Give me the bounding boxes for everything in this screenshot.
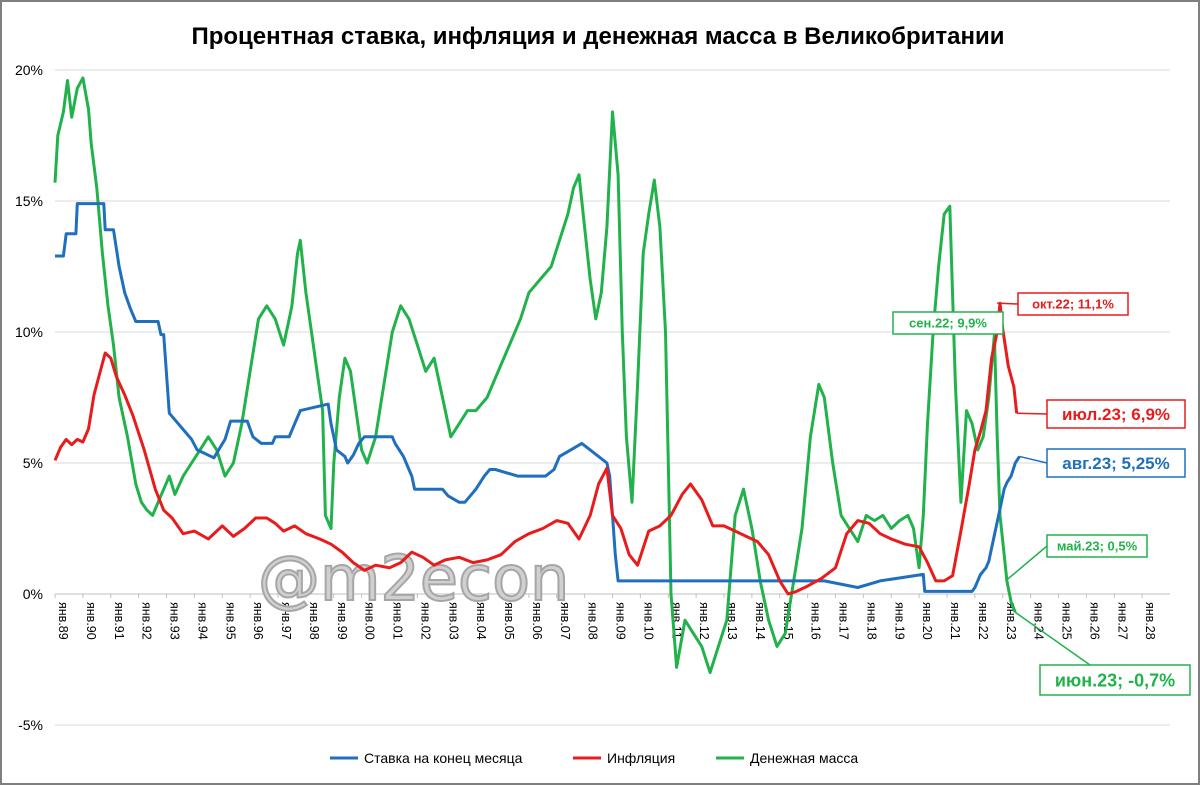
x-tick-label: янв.99 [335, 602, 349, 640]
x-tick-label: янв.18 [864, 602, 878, 640]
x-tick-label: янв.14 [753, 602, 767, 640]
legend: Ставка на конец месяца Инфляция Денежная м… [330, 750, 858, 766]
x-tick-label: янв.92 [140, 602, 154, 640]
annotations: окт.22; 11,1% сен.22; 9,9% июл.23; 6,9% авг… [892, 292, 1191, 696]
y-tick-label: 0% [23, 586, 43, 602]
gridlines [55, 69, 1170, 726]
x-axis-ticks: янв.89 янв.90 янв.91 янв.92 янв.93 янв.94 янв.… [54, 594, 1157, 640]
x-tick-label: янв.91 [112, 602, 126, 640]
y-axis-ticks: -5% 0% 5% 10% 15% 20% [15, 62, 43, 733]
y-tick-label: -5% [18, 717, 43, 733]
annotation-leader [1016, 412, 1048, 415]
x-tick-label: янв.93 [168, 602, 182, 640]
x-tick-label: янв.10 [641, 602, 655, 640]
x-tick-label: янв.19 [892, 602, 906, 640]
chart-title: Процентная ставка, инфляция и денежная м… [191, 23, 1004, 50]
x-tick-label: янв.06 [530, 602, 544, 640]
annotation-leader [1014, 611, 1091, 666]
x-tick-label: янв.03 [446, 602, 460, 640]
x-tick-label: янв.27 [1115, 602, 1129, 640]
x-tick-label: янв.12 [697, 602, 711, 640]
legend-label: Ставка на конец месяца [364, 750, 523, 766]
series-lines [53, 76, 1021, 675]
annotation-label: май.23; 0,5% [1057, 539, 1138, 554]
annotation-box [1017, 292, 1129, 316]
y-tick-label: 5% [23, 455, 43, 471]
annotation-label: сен.22; 9,9% [909, 316, 987, 331]
x-tick-label: янв.23 [1004, 602, 1018, 640]
x-tick-label: янв.16 [809, 602, 823, 640]
x-tick-label: янв.25 [1060, 602, 1074, 640]
x-tick-label: янв.21 [948, 602, 962, 640]
x-tick-label: янв.89 [56, 602, 70, 640]
series-line-1 [53, 301, 1019, 596]
x-tick-label: янв.20 [920, 602, 934, 640]
annotation-box [1046, 399, 1186, 429]
annotation-leader [997, 302, 1019, 305]
x-tick-label: янв.04 [474, 602, 488, 640]
x-tick-label: янв.98 [307, 602, 321, 640]
x-tick-label: янв.05 [502, 602, 516, 640]
x-tick-label: янв.08 [586, 602, 600, 640]
x-tick-label: янв.24 [1032, 602, 1046, 640]
legend-label: Денежная масса [750, 750, 858, 766]
annotation-label: окт.22; 11,1% [1032, 297, 1114, 312]
x-tick-label: янв.07 [558, 602, 572, 640]
annotation-box [892, 311, 1004, 335]
x-tick-label: янв.94 [195, 602, 209, 640]
x-tick-label: янв.02 [418, 602, 432, 640]
x-tick-label: янв.22 [976, 602, 990, 640]
annotation-leader [1019, 455, 1048, 464]
x-tick-label: янв.00 [363, 602, 377, 640]
x-tick-label: янв.26 [1087, 602, 1101, 640]
x-tick-label: янв.97 [279, 602, 293, 640]
annotation-leader [1005, 545, 1048, 582]
y-tick-label: 15% [15, 193, 43, 209]
annotation-label: июл.23; 6,9% [1062, 405, 1170, 424]
series-line-0 [55, 202, 1021, 593]
annotation-label: авг.23; 5,25% [1062, 454, 1170, 473]
x-tick-label: янв.95 [223, 602, 237, 640]
annotation-box [1039, 664, 1191, 696]
x-tick-label: янв.96 [251, 602, 265, 640]
y-tick-label: 20% [15, 62, 43, 78]
annotation-label: июн.23; -0,7% [1055, 670, 1175, 690]
annotation-box [1046, 448, 1186, 478]
x-tick-label: янв.90 [84, 602, 98, 640]
x-tick-label: янв.09 [614, 602, 628, 640]
x-tick-label: янв.28 [1143, 602, 1157, 640]
series-line-2 [53, 76, 1017, 675]
legend-label: Инфляция [607, 750, 675, 766]
y-tick-label: 10% [15, 324, 43, 340]
x-tick-label: янв.17 [837, 602, 851, 640]
x-tick-label: янв.01 [391, 602, 405, 640]
annotation-box [1046, 534, 1148, 558]
